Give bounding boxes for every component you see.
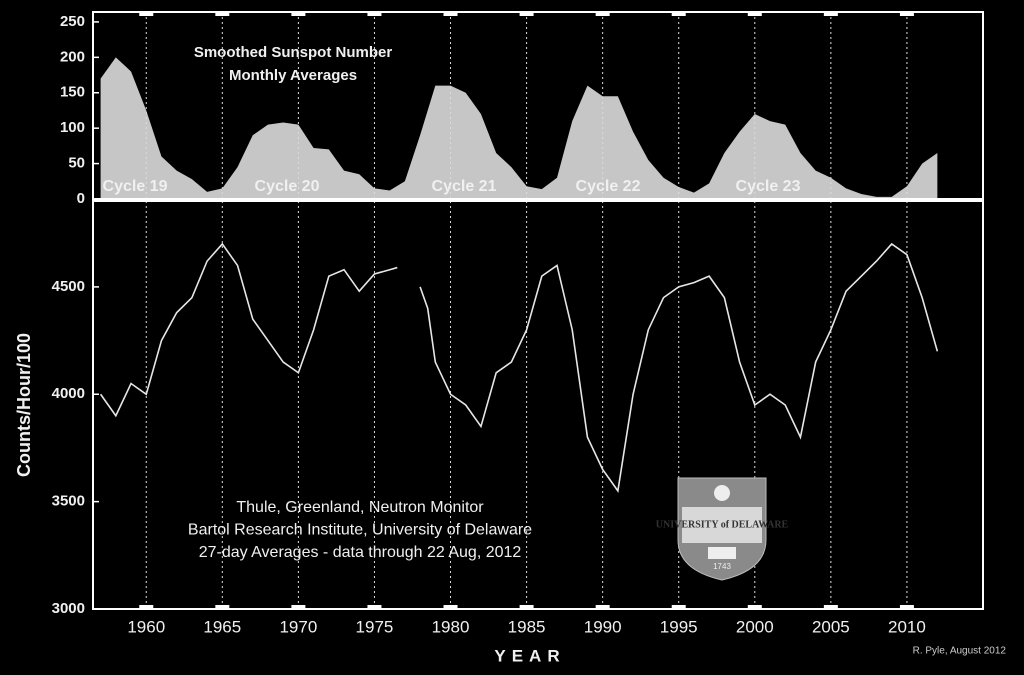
x-axis-label: YEAR [494, 646, 565, 665]
plot-frame [92, 11, 984, 200]
logo: UNIVERSITY of DELAWARE 1743 [656, 477, 789, 581]
x-tick-mark [899, 605, 914, 609]
logo-year: 1743 [713, 562, 731, 571]
x-tick-label: 1965 [203, 617, 241, 636]
panel-subtitle: Monthly Averages [229, 67, 357, 84]
x-tick-mark [139, 12, 154, 16]
line [99, 242, 939, 493]
y-tick-label: 4500 [52, 278, 85, 295]
x-tick-label: 2000 [736, 617, 774, 636]
x-tick-mark [139, 605, 154, 609]
note: Bartol Research Institute, University of… [188, 522, 532, 539]
y-tick-label: 3000 [52, 600, 85, 617]
note: Thule, Greenland, Neutron Monitor [236, 499, 484, 516]
y-tick-label: 50 [68, 155, 85, 172]
x-tick-mark [595, 12, 610, 16]
x-tick-label: 1970 [279, 617, 317, 636]
credit: R. Pyle, August 2012 [913, 646, 1007, 657]
y-tick-label: 150 [60, 84, 85, 101]
cycle-label: Cycle 21 [432, 178, 497, 195]
logo-name: UNIVERSITY of DELAWARE [656, 519, 789, 530]
x-tick-mark [291, 12, 306, 16]
x-tick-mark [899, 12, 914, 16]
y-axis-label: Counts/Hour/100 [14, 333, 34, 477]
x-tick-mark [595, 605, 610, 609]
logo-sun [714, 485, 730, 501]
x-tick-mark [443, 12, 458, 16]
cycle-label: Cycle 20 [255, 178, 320, 195]
x-tick-label: 1985 [508, 617, 546, 636]
x-tick-label: 1995 [660, 617, 698, 636]
x-tick-label: 1975 [356, 617, 394, 636]
cycle-label: Cycle 19 [103, 178, 168, 195]
x-tick-mark [519, 12, 534, 16]
x-tick-mark [367, 605, 382, 609]
x-tick-mark [215, 605, 230, 609]
x-tick-mark [747, 605, 762, 609]
x-tick-label: 1960 [127, 617, 165, 636]
cycle-label: Cycle 22 [576, 178, 641, 195]
plot-frame [92, 200, 984, 610]
x-tick-label: 2010 [888, 617, 926, 636]
x-tick-mark [291, 605, 306, 609]
note: 27-day Averages - data through 22 Aug, 2… [199, 544, 522, 561]
x-tick-label: 2005 [812, 617, 850, 636]
y-tick-label: 100 [60, 119, 85, 136]
logo-band [682, 507, 762, 543]
logo-book [708, 547, 736, 559]
y-tick-label: 200 [60, 48, 85, 65]
x-tick-mark [215, 12, 230, 16]
x-tick-label: 1990 [584, 617, 622, 636]
x-tick-mark [671, 605, 686, 609]
x-tick-mark [443, 605, 458, 609]
x-tick-mark [671, 12, 686, 16]
y-tick-label: 0 [77, 190, 85, 207]
x-tick-label: 1980 [432, 617, 470, 636]
y-tick-label: 4000 [52, 385, 85, 402]
panel-title: Smoothed Sunspot Number [194, 44, 392, 61]
y-tick-label: 250 [60, 13, 85, 30]
area [100, 57, 938, 200]
x-tick-mark [823, 12, 838, 16]
y-tick-label: 3500 [52, 493, 85, 510]
x-tick-mark [519, 605, 534, 609]
x-tick-mark [747, 12, 762, 16]
cycle-label: Cycle 23 [736, 178, 801, 195]
x-tick-mark [823, 605, 838, 609]
x-tick-mark [367, 12, 382, 16]
